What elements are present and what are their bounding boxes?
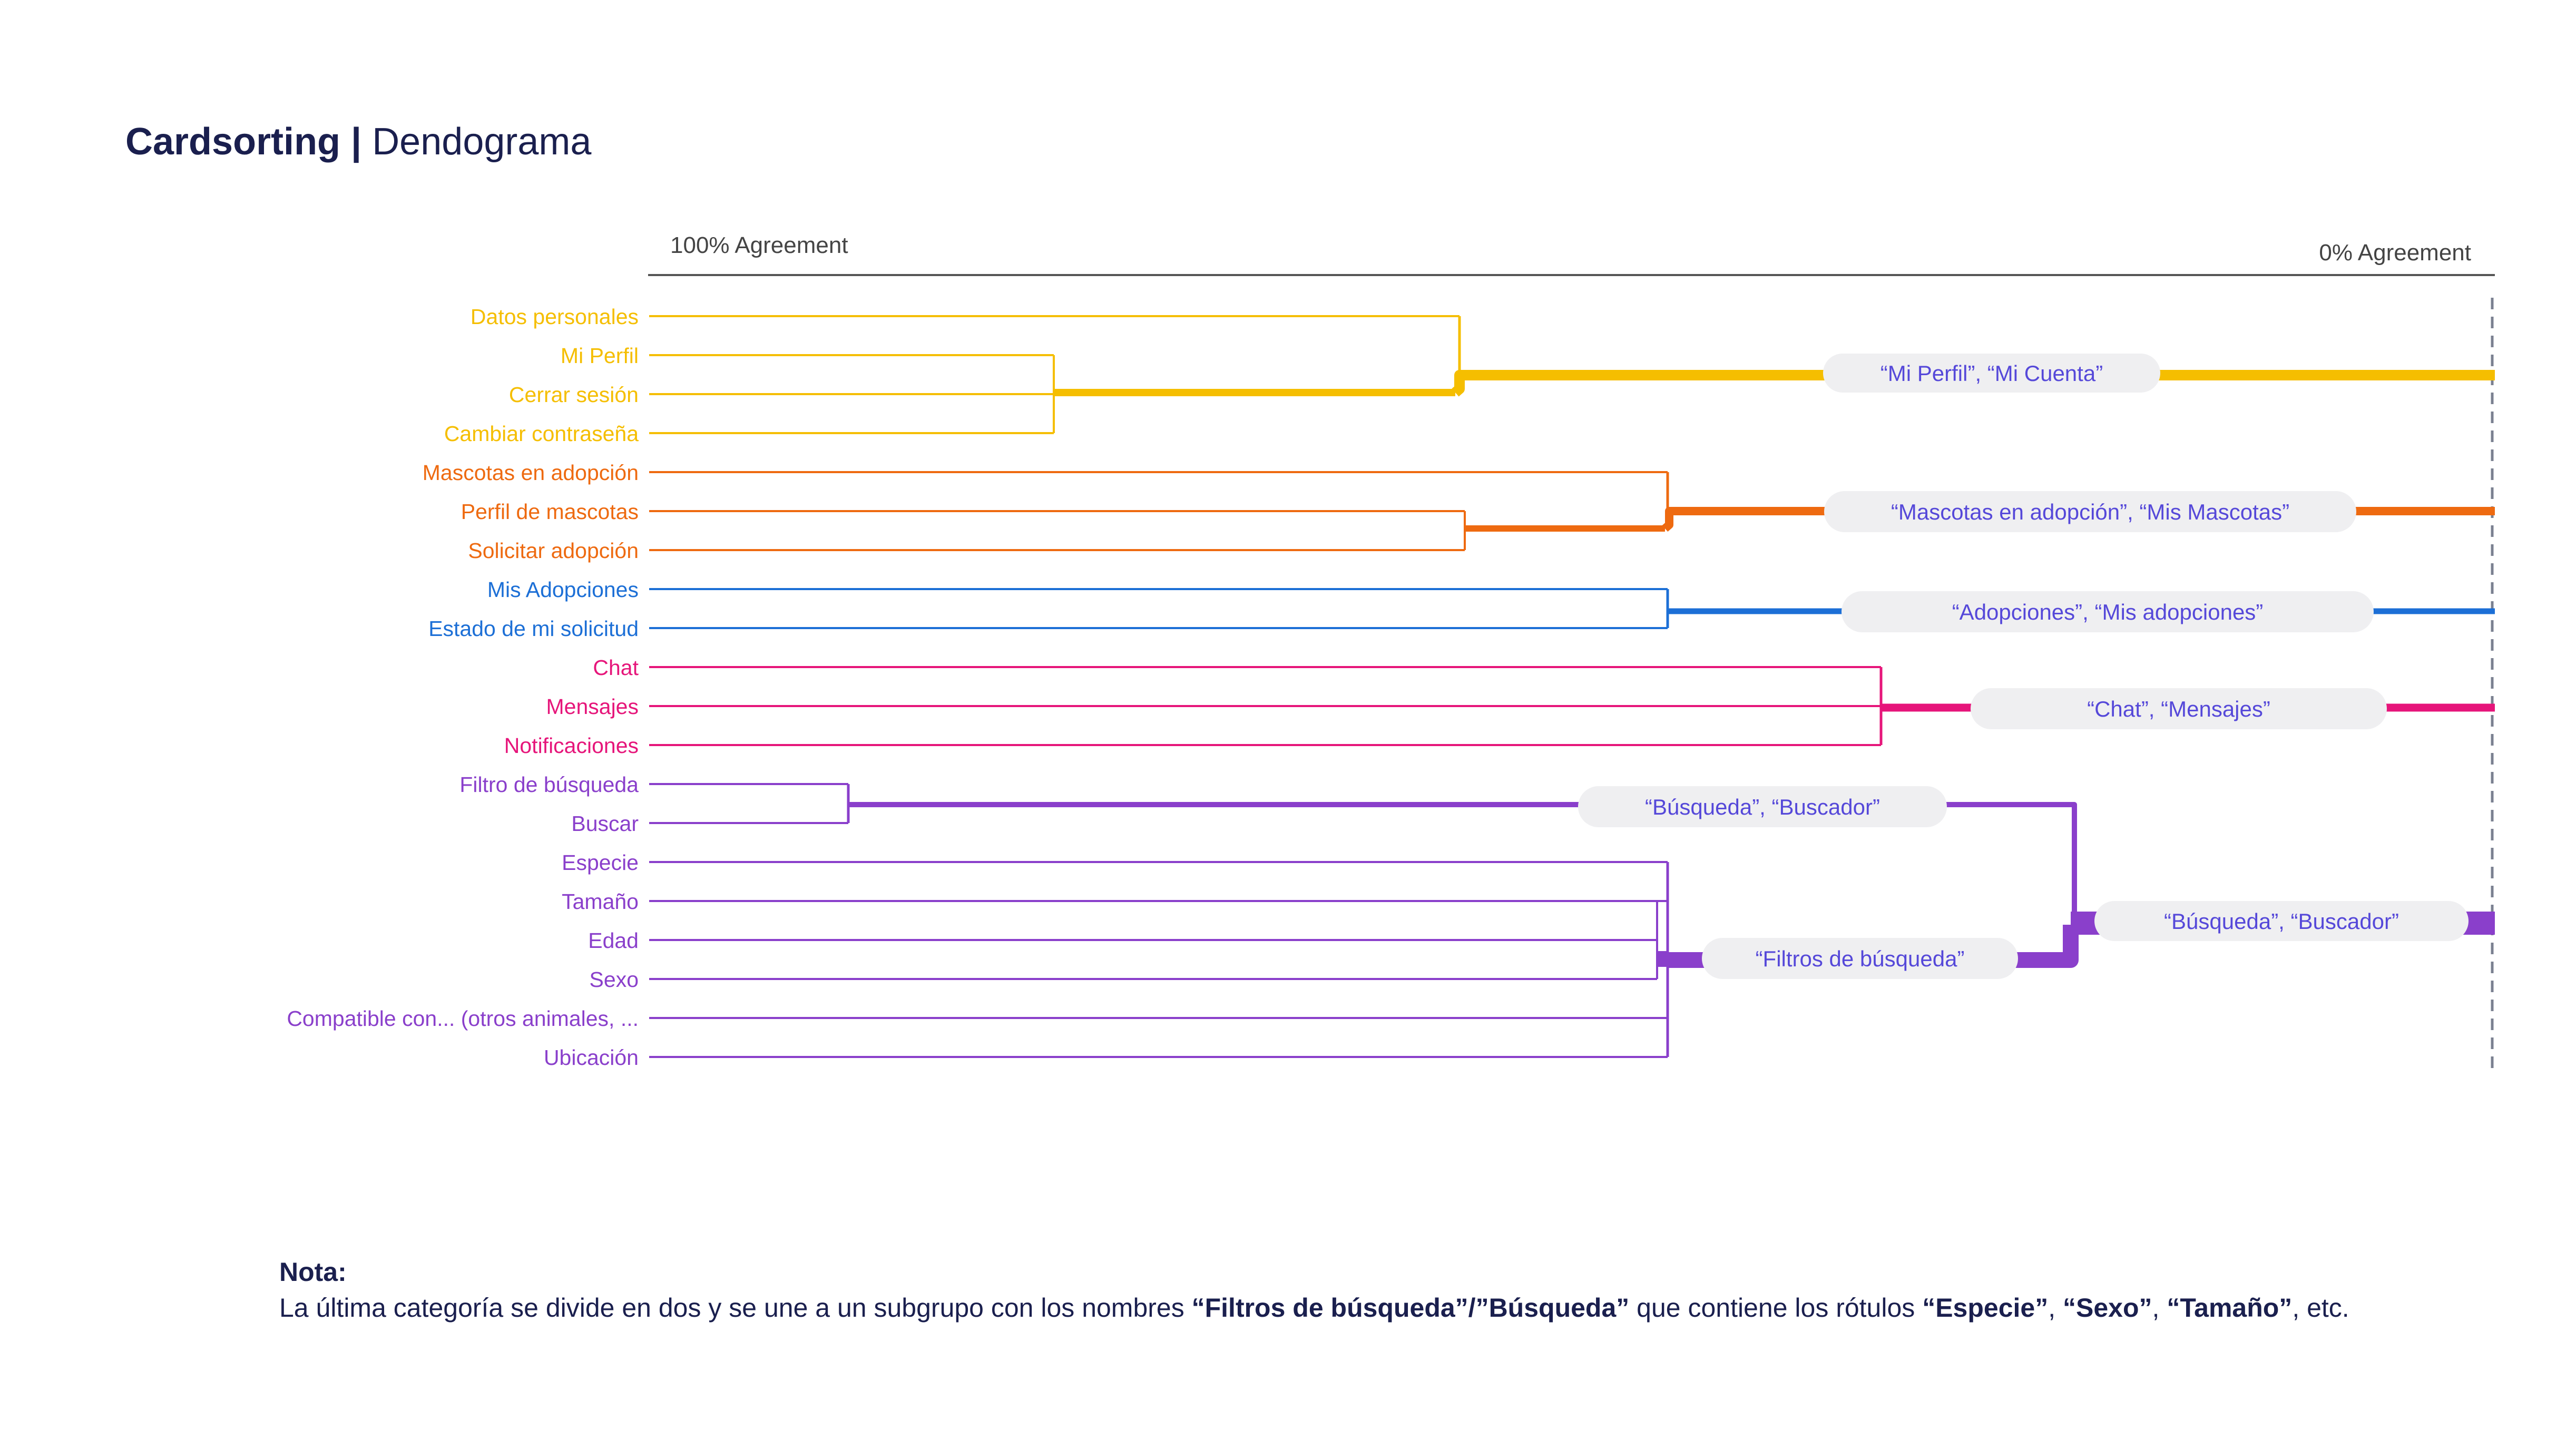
note-text-3: , etc. — [2292, 1293, 2349, 1323]
note-text-2: que contiene los rótulos — [1629, 1293, 1923, 1323]
card-label: Cambiar contraseña — [444, 422, 639, 446]
card-label: Estado de mi solicitud — [428, 616, 639, 641]
pill-background — [1578, 786, 1947, 827]
pill-text: “Filtros de búsqueda” — [1756, 946, 1965, 971]
card-label: Cerrar sesión — [509, 383, 639, 407]
card-label: Mascotas en adopción — [423, 461, 639, 485]
axis-right-label: 0% Agreement — [2319, 240, 2471, 266]
pill-background — [1842, 591, 2374, 632]
note-sep-1: , — [2048, 1293, 2063, 1323]
cluster-labels: “Mi Perfil”, “Mi Cuenta” “Mascotas en ado… — [1578, 354, 2469, 979]
card-label: Tamaño — [562, 889, 639, 914]
agreement-axis: 100% Agreement 0% Agreement — [648, 232, 2495, 1070]
cluster-label-pill: “Mascotas en adopción”, “Mis Mascotas” — [1824, 491, 2356, 532]
note-bold-2: “Especie” — [1922, 1293, 2049, 1323]
dendrogram-branches — [649, 315, 2495, 1058]
card-label: Ubicación — [544, 1045, 639, 1070]
note-bold-3: “Sexo” — [2063, 1293, 2152, 1323]
cluster-label-pill: “Búsqueda”, “Buscador” — [1578, 786, 1947, 827]
pill-text: “Chat”, “Mensajes” — [2087, 697, 2270, 721]
card-label: Perfil de mascotas — [461, 500, 639, 524]
cluster-label-pill: “Mi Perfil”, “Mi Cuenta” — [1823, 354, 2160, 393]
note-heading: Nota: — [279, 1257, 347, 1287]
note: Nota: La última categoría se divide en d… — [279, 1254, 2349, 1326]
title-bold: Cardsorting | — [125, 121, 362, 163]
pill-text: “Búsqueda”, “Buscador” — [1645, 795, 1880, 819]
card-label: Datos personales — [471, 305, 639, 329]
pill-background — [1824, 491, 2356, 532]
card-label: Notificaciones — [504, 733, 639, 758]
pill-text: “Mascotas en adopción”, “Mis Mascotas” — [1891, 500, 2289, 524]
cluster-label-pill: “Chat”, “Mensajes” — [1971, 688, 2387, 729]
cluster-label-pill: “Búsqueda”, “Buscador” — [2094, 901, 2469, 941]
card-label: Buscar — [571, 811, 639, 836]
card-label: Filtro de búsqueda — [459, 772, 639, 797]
card-label: Solicitar adopción — [468, 539, 639, 563]
card-label: Chat — [593, 655, 639, 680]
card-label: Mis Adopciones — [487, 577, 639, 602]
title-light: Dendograma — [372, 121, 592, 163]
pill-background — [1702, 938, 2018, 979]
note-sep-2: , — [2152, 1293, 2167, 1323]
page-title: Cardsorting | Dendograma — [125, 120, 591, 163]
pill-background — [2094, 901, 2469, 941]
note-text-1: La última categoría se divide en dos y s… — [279, 1293, 1192, 1323]
card-label: Mensajes — [546, 694, 639, 719]
card-label: Sexo — [590, 967, 639, 992]
pill-background — [1971, 688, 2387, 729]
pill-text: “Búsqueda”, “Buscador” — [2164, 909, 2399, 934]
card-labels: Datos personales Mi Perfil Cerrar sesión Ca… — [287, 305, 639, 1070]
pill-text: “Adopciones”, “Mis adopciones” — [1952, 600, 2264, 624]
cluster-label-pill: “Filtros de búsqueda” — [1702, 938, 2018, 979]
pill-text: “Mi Perfil”, “Mi Cuenta” — [1880, 361, 2103, 386]
note-bold-4: “Tamaño” — [2167, 1293, 2293, 1323]
cluster-label-pill: “Adopciones”, “Mis adopciones” — [1842, 591, 2374, 632]
pill-background — [1823, 354, 2160, 393]
card-label: Edad — [588, 928, 639, 953]
note-bold-1: “Filtros de búsqueda”/”Búsqueda” — [1191, 1293, 1630, 1323]
card-label: Especie — [562, 850, 639, 875]
card-label: Compatible con... (otros animales, ... — [287, 1006, 639, 1031]
axis-left-label: 100% Agreement — [670, 232, 848, 258]
subcluster-branch-busqueda — [848, 802, 2077, 925]
card-label: Mi Perfil — [561, 344, 639, 368]
